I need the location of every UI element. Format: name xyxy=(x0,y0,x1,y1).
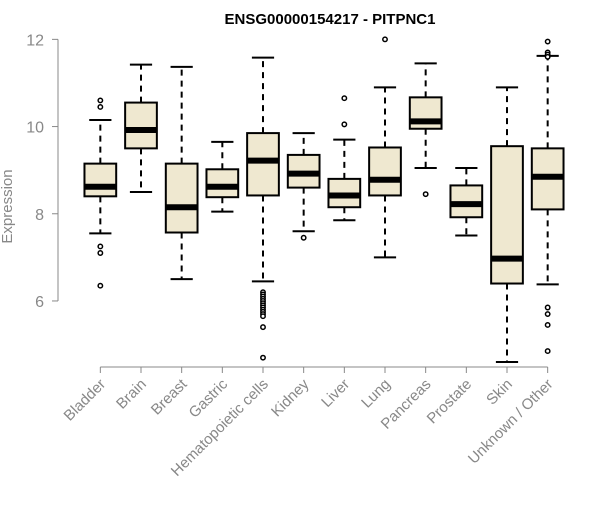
outlier-point xyxy=(422,191,429,198)
outlier-point xyxy=(544,321,551,328)
outlier-point xyxy=(382,36,388,43)
outlier-point xyxy=(260,324,266,331)
outlier-point xyxy=(341,95,348,102)
outlier-point xyxy=(97,103,104,110)
outlier-point xyxy=(544,311,551,317)
box-group xyxy=(205,140,240,213)
box-group xyxy=(449,166,484,237)
box-group xyxy=(490,86,524,363)
box-iqr xyxy=(205,168,240,199)
chart-title: ENSG00000154217 - PITPNC1 xyxy=(225,11,436,28)
box-group xyxy=(408,62,443,198)
x-tick-label: Breast xyxy=(148,375,191,418)
x-tick-label: Liver xyxy=(318,376,353,411)
outlier-point xyxy=(97,250,104,256)
box-group xyxy=(124,63,158,193)
outlier-point xyxy=(97,282,104,289)
box-group xyxy=(368,36,402,259)
box-iqr xyxy=(164,162,199,234)
box-series xyxy=(83,36,565,363)
outlier-point xyxy=(544,348,551,355)
box-group xyxy=(530,38,565,355)
box-group xyxy=(83,97,118,289)
y-tick-label: 8 xyxy=(35,207,44,224)
outlier-point xyxy=(260,354,266,361)
x-tick-label: Lung xyxy=(358,376,394,412)
x-tick-label: Kidney xyxy=(268,375,313,420)
outlier-point xyxy=(260,313,266,320)
outlier-point xyxy=(300,234,307,241)
outlier-point xyxy=(341,121,348,128)
box-group xyxy=(286,132,321,241)
x-tick-label: Prostate xyxy=(424,376,476,428)
outlier-point xyxy=(544,38,551,45)
y-axis-label: Expression xyxy=(0,169,16,243)
y-axis: 6 8 10 12 xyxy=(26,32,59,311)
y-tick-label: 10 xyxy=(26,120,44,137)
outlier-point xyxy=(97,97,104,104)
box-iqr xyxy=(83,162,118,198)
y-tick-label: 6 xyxy=(35,294,44,311)
box-iqr xyxy=(246,132,280,197)
box-group xyxy=(327,95,362,222)
box-iqr xyxy=(124,101,158,150)
y-tick-label: 12 xyxy=(26,32,44,49)
x-tick-label: Skin xyxy=(483,376,516,409)
x-tick-label: Bladder xyxy=(61,376,110,425)
box-iqr xyxy=(368,146,402,197)
x-tick-label: Brain xyxy=(113,376,150,413)
outlier-point xyxy=(544,304,551,311)
box-group xyxy=(164,65,199,281)
box-group xyxy=(246,56,280,361)
box-iqr xyxy=(490,145,524,285)
outlier-point xyxy=(97,243,104,250)
outlier-point xyxy=(544,53,551,60)
